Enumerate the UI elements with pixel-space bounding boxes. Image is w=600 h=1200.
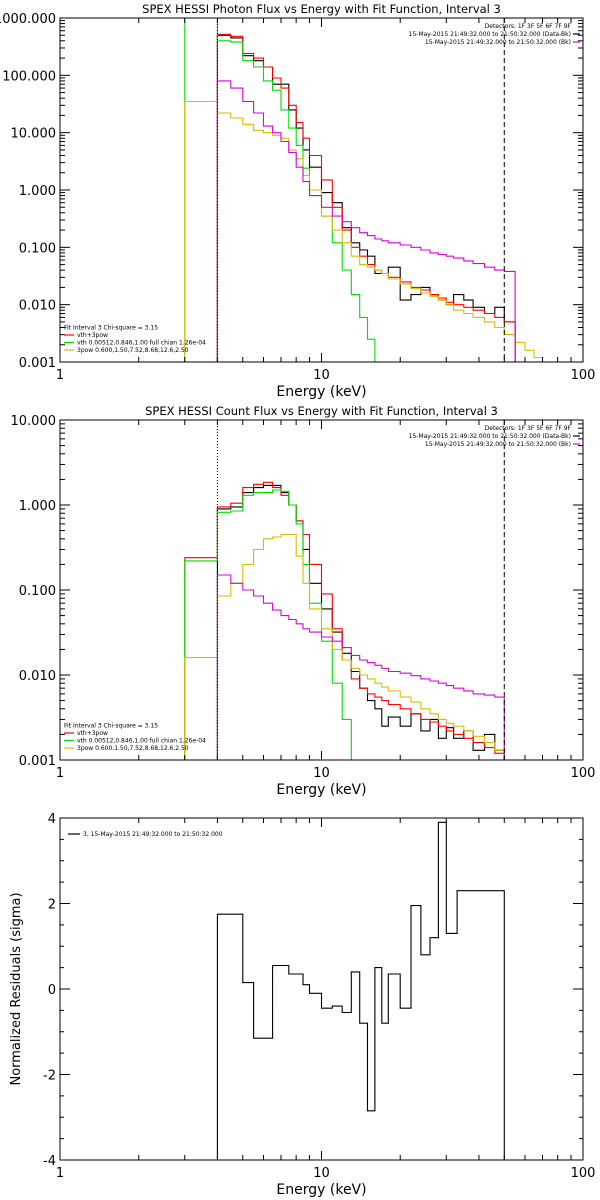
chart2-xtick-label: 1: [56, 766, 64, 781]
chart1-legend-entry: 15-May-2015 21:49:32.000 to 21:50:32.000…: [425, 39, 571, 46]
chart2-legend-entry: 15-May-2015 21:49:32.000 to 21:50:32.000…: [409, 433, 571, 440]
chart2-title: SPEX HESSI Count Flux vs Energy with Fit…: [145, 404, 498, 418]
chart1-series-vth: [184, 18, 376, 362]
chart1-series-bk: [216, 80, 516, 362]
chart2-ytick-label: 0.100: [19, 584, 56, 599]
chart3-series-residuals: [216, 821, 505, 1160]
chart2-series-data-bk: [216, 484, 505, 760]
chart3-legend-entry: 3, 15-May-2015 21:49:32.000 to 21:50:32.…: [83, 831, 223, 838]
chart2-xlabel: Energy (keV): [276, 782, 366, 798]
chart1-legend-entry: 3pow 0.600,1.50,7.52,8.68,12.6,2.50: [77, 347, 189, 354]
chart1-xtick-label: 1: [56, 368, 64, 383]
chart2-legend-entry: Detectors: 1F 3F 5F 6F 7F 9F: [485, 425, 572, 432]
chart1-ytick-label: 1.000: [19, 184, 56, 199]
chart1-series-data-bk: [216, 34, 516, 362]
chart1-xtick-label: 10: [313, 368, 330, 383]
chart1-xtick-label: 100: [571, 368, 596, 383]
chart2-ytick-label: 0.010: [19, 669, 56, 684]
chart1-ytick-label: 0.100: [19, 241, 56, 256]
chart1-ytick-label: 0.001: [19, 356, 56, 371]
chart1-series-vth-3pow: [216, 33, 516, 362]
chart2-series-vth: [184, 489, 352, 760]
chart2-legend-entry: vth 0.00512,0.846,1.00 full chian 1.26e-…: [77, 738, 206, 745]
chart2-legend-entry: 3pow 0.600,1.50,7.52,8.68,12.6,2.50: [77, 745, 189, 752]
chart3-xtick-label: 10: [313, 1166, 330, 1181]
chart3-ytick-label: 4: [48, 812, 56, 827]
chart2-ytick-label: 1.000: [19, 499, 56, 514]
chart1-series-3pow: [184, 100, 544, 362]
chart3-xtick-label: 100: [571, 1166, 596, 1181]
chart1-series-group: [184, 18, 544, 362]
chart1: SPEX HESSI Photon Flux vs Energy with Fi…: [0, 2, 596, 400]
chart1-xlabel: Energy (keV): [276, 384, 366, 400]
chart2-ytick-label: 0.001: [19, 754, 56, 769]
chart2-series-group: [184, 481, 505, 760]
chart1-legend-entry: Fit Interval 3 Chi-square = 3.15: [64, 325, 158, 332]
chart3-ytick-label: -2: [43, 1069, 56, 1084]
chart1-title: SPEX HESSI Photon Flux vs Energy with Fi…: [142, 2, 501, 16]
chart3-series-group: [216, 821, 505, 1160]
chart2-legend-entry: 15-May-2015 21:49:32.000 to 21:50:32.000…: [425, 441, 571, 448]
chart1-legend-entry: 15-May-2015 21:49:32.000 to 21:50:32.000…: [409, 31, 571, 38]
chart1-ytick-label: 100.000: [2, 69, 56, 84]
chart2: SPEX HESSI Count Flux vs Energy with Fit…: [11, 404, 596, 798]
chart2-series-3pow: [184, 533, 505, 760]
chart2-series-bk: [216, 574, 505, 760]
chart2-xtick-label: 100: [571, 766, 596, 781]
chart1-ytick-label: 0.010: [19, 299, 56, 314]
chart3-ylabel: Normalized Residuals (sigma): [9, 892, 24, 1085]
chart2-series-vth-3pow: [184, 481, 505, 760]
chart2-legend-entry: Fit Interval 3 Chi-square = 3.15: [64, 723, 158, 730]
chart1-legend-entry: vth 0.00512,0.846,1.00 full chian 1.26e-…: [77, 340, 206, 347]
chart1-legend-entry: vth+3pow: [77, 332, 108, 339]
chart3-ytick-label: -4: [43, 1154, 56, 1169]
chart2-xtick-label: 10: [313, 766, 330, 781]
chart3-ytick-label: 2: [48, 898, 56, 913]
chart2-legend-entry: vth+3pow: [77, 730, 108, 737]
chart3-ytick-label: 0: [48, 983, 56, 998]
chart2-ytick-label: 10.000: [11, 414, 57, 429]
chart1-ytick-label: 10.000: [11, 127, 57, 142]
chart3: 1 10 100 Energy (keV) -4 -2 0 2 4 Normalized Resi…: [9, 812, 595, 1198]
chart3-xlabel: Energy (keV): [276, 1182, 366, 1198]
chart3-xtick-label: 1: [56, 1166, 64, 1181]
chart1-legend-entry: Detectors: 1F 3F 5F 6F 7F 9F: [485, 23, 572, 30]
chart1-ytick-label: 1000.000: [0, 12, 56, 27]
